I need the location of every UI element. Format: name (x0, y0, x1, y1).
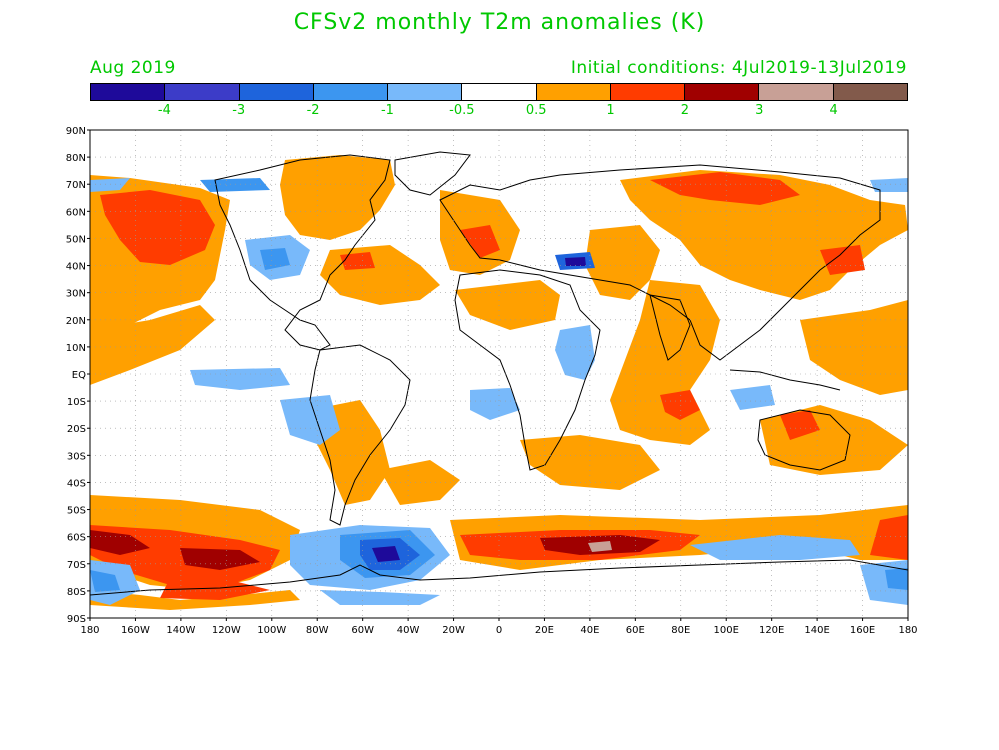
latitude-label: 90N (66, 126, 86, 137)
latitude-label: 60S (67, 533, 86, 544)
longitude-label: 60E (626, 625, 645, 636)
longitude-label: 20E (535, 625, 554, 636)
colorbar-label: 0.5 (525, 103, 547, 118)
colorbar-label: -2 (306, 103, 320, 118)
greenland-outline (394, 151, 471, 196)
colorbar-swatch (239, 84, 314, 100)
latitude-label: 80N (66, 153, 86, 164)
colorbar-swatch (610, 84, 686, 100)
longitude-label: 120W (212, 625, 241, 636)
longitude-label: 120E (759, 625, 784, 636)
longitude-label: 40E (580, 625, 599, 636)
colorbar-label: 3 (755, 103, 764, 118)
colorbar-swatch (313, 84, 389, 100)
colorbar-label: 4 (829, 103, 838, 118)
extreme-warm-regions (588, 541, 612, 552)
longitude-labels: 180 160W 140W 120W 100W 80W 60W 40W 20W 0 20E 40E 60… (80, 618, 918, 636)
india-outline (649, 294, 691, 361)
colorbar-label: -1 (380, 103, 394, 118)
latitude-label: 50S (67, 506, 86, 517)
colorbar-swatch (685, 84, 760, 100)
latitude-label: 20S (67, 424, 86, 435)
coastlines (90, 151, 908, 596)
latitude-label: 50N (66, 234, 86, 245)
australia-outline (757, 409, 851, 471)
colorbar-swatch (91, 84, 166, 100)
initial-conditions: Initial conditions: 4Jul2019-13Jul2019 (570, 58, 907, 78)
africa-outline (454, 269, 601, 471)
longitude-label: 20W (442, 625, 465, 636)
south-america-outline (309, 344, 411, 526)
colorbar-label: 2 (680, 103, 690, 118)
latitude-label: 10S (67, 397, 86, 408)
longitude-label: 60W (351, 625, 374, 636)
latitude-label: 80S (67, 587, 86, 598)
colorbar-label: -4 (157, 103, 171, 118)
indonesia-outline (729, 369, 841, 391)
colorbar-swatch (165, 84, 240, 100)
longitude-label: 100E (714, 625, 739, 636)
chart-title: CFSv2 monthly T2m anomalies (K) (293, 10, 706, 35)
longitude-label: 0 (496, 625, 502, 636)
latitude-label: 40N (66, 262, 86, 273)
latitude-label: 30S (67, 451, 86, 462)
latitude-labels: 90N 80N 70N 60N 50N 40N 30N 20N 10N EQ 10S 20S 30S 40… (66, 126, 90, 625)
colorbar-swatch (388, 84, 463, 100)
latitude-label: 90S (67, 614, 86, 625)
longitude-label: 80W (306, 625, 329, 636)
antarctica-outline (90, 559, 908, 596)
longitude-label: 160E (850, 625, 875, 636)
latitude-label: 40S (67, 478, 86, 489)
very-strong-cool-regions (372, 257, 586, 562)
latitude-label: 70S (67, 560, 86, 571)
latitude-label: 30N (66, 289, 86, 300)
colorbar-swatch (759, 84, 834, 100)
forecast-month: Aug 2019 (90, 58, 176, 78)
longitude-label: 140E (804, 625, 829, 636)
colorbar-swatch (833, 84, 907, 100)
colorbar-label: -0.5 (449, 103, 475, 118)
longitude-label: 180 (898, 625, 917, 636)
colorbar-swatch (536, 84, 611, 100)
eurasia-outline (439, 164, 881, 361)
latitude-label: 70N (66, 180, 86, 191)
longitude-label: 180 (80, 625, 99, 636)
latitude-label: 20N (66, 316, 86, 327)
longitude-label: 160W (121, 625, 150, 636)
colorbar-label: -3 (232, 103, 246, 118)
north-america-outline (214, 154, 391, 351)
longitude-label: 40W (397, 625, 420, 636)
colorbar-labels: -4 -3 -2 -1 -0.5 0.5 1 2 3 4 (90, 103, 908, 119)
colorbar (90, 83, 908, 101)
colorbar-swatch (462, 84, 537, 100)
longitude-label: 140W (166, 625, 195, 636)
colorbar-label: 1 (606, 103, 615, 118)
longitude-label: 80E (671, 625, 690, 636)
latitude-label: 10N (66, 343, 86, 354)
latitude-label: 60N (66, 207, 86, 218)
longitude-label: 100W (257, 625, 286, 636)
latitude-label: EQ (72, 370, 86, 381)
